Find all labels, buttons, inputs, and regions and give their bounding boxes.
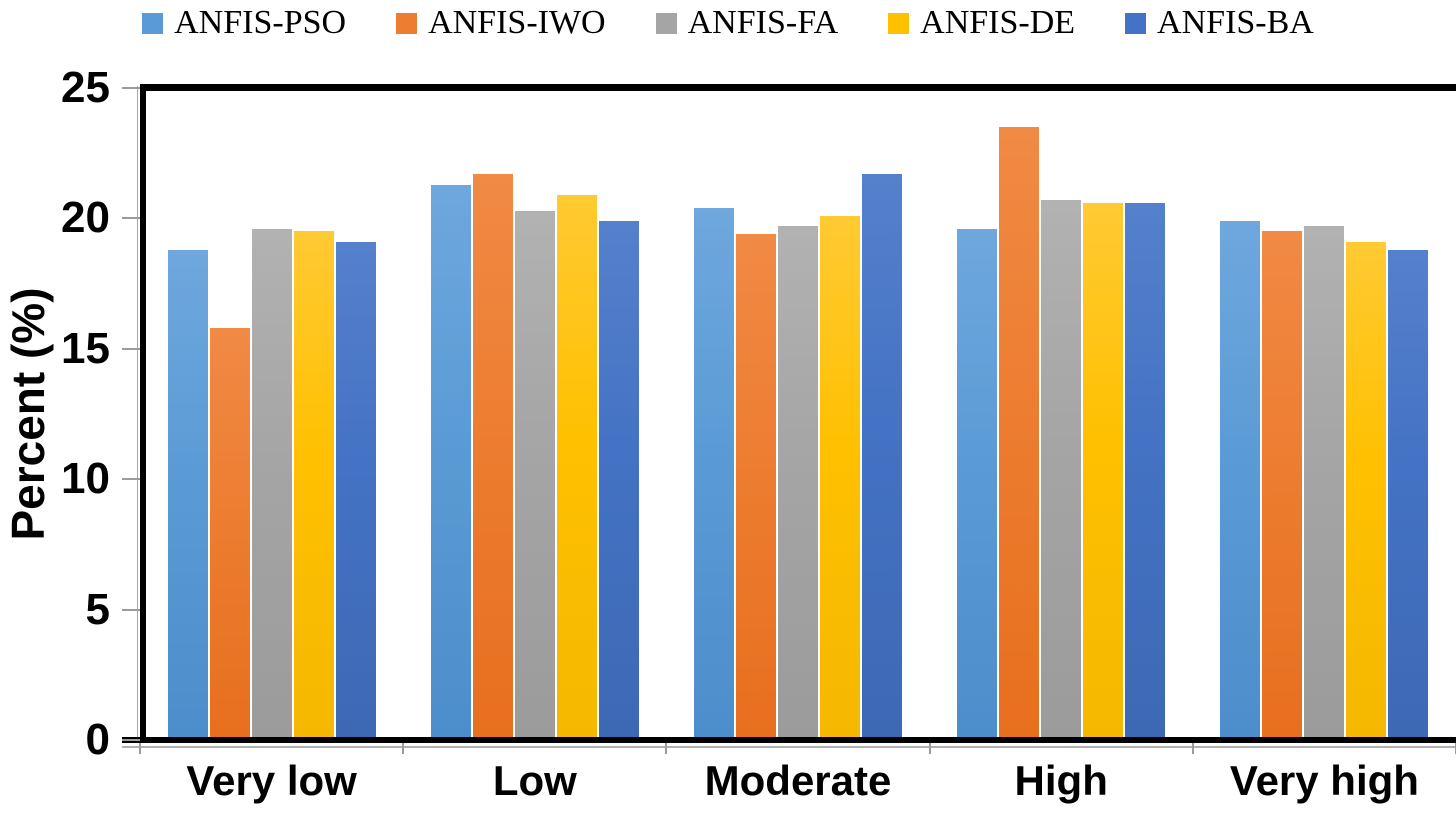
x-axis-tick (139, 743, 141, 754)
y-axis-tick-label: 10 (61, 454, 110, 504)
x-axis-tick (665, 743, 668, 754)
bar-anfis-pso-very-low (167, 249, 208, 740)
y-axis-tick (122, 478, 140, 481)
bar-anfis-fa-very-high (1304, 226, 1345, 740)
legend-label: ANFIS-FA (687, 4, 839, 41)
bar-anfis-fa-high (1041, 200, 1082, 740)
legend-item-anfis-de: ANFIS-DE (888, 6, 1075, 40)
bar-anfis-ba-very-high (1388, 249, 1429, 740)
bar-group-low (403, 88, 666, 740)
y-axis-tick (122, 739, 140, 741)
x-axis-label-moderate: Moderate (704, 757, 892, 804)
bar-anfis-iwo-very-high (1262, 231, 1303, 740)
x-axis-tick (928, 743, 931, 754)
bar-anfis-de-very-high (1346, 241, 1387, 740)
legend: ANFIS-PSO ANFIS-IWO ANFIS-FA ANFIS-DE ANFIS-… (0, 6, 1456, 40)
x-axis-tick (402, 743, 405, 754)
bar-anfis-pso-low (430, 184, 471, 740)
legend-swatch-icon (142, 12, 164, 34)
legend-label: ANFIS-PSO (174, 4, 347, 41)
x-axis-label-low: Low (492, 757, 577, 804)
bar-anfis-iwo-high (999, 127, 1040, 740)
bar-groups (140, 88, 1456, 740)
legend-item-anfis-iwo: ANFIS-IWO (396, 6, 606, 40)
x-axis-line (122, 737, 1456, 743)
legend-item-anfis-fa: ANFIS-FA (655, 4, 839, 41)
y-axis-tick-label: 0 (85, 715, 110, 764)
x-axis-shadow-line (122, 746, 1456, 748)
bar-anfis-pso-very-high (1220, 221, 1261, 740)
y-axis-tick-label: 5 (85, 584, 110, 634)
legend-label: ANFIS-IWO (428, 4, 606, 41)
bar-anfis-ba-very-low (335, 241, 376, 740)
y-axis-tick-label: 15 (61, 323, 110, 373)
bar-anfis-fa-moderate (778, 226, 818, 740)
y-axis-tick (122, 608, 140, 611)
x-axis-label-very-high: Very high (1229, 757, 1419, 804)
bar-anfis-iwo-low (472, 174, 513, 740)
legend-swatch-icon (888, 12, 910, 34)
bar-anfis-pso-moderate (694, 207, 734, 740)
bar-anfis-de-moderate (820, 215, 860, 740)
bar-anfis-pso-high (957, 228, 998, 740)
y-axis-tick (122, 217, 140, 220)
bar-anfis-ba-low (598, 221, 639, 740)
plot-top-border (140, 84, 1456, 91)
bar-anfis-fa-very-low (251, 228, 292, 740)
bar-anfis-de-high (1083, 202, 1124, 740)
x-axis-tick (1191, 743, 1194, 754)
x-axis-category-labels: Very low Low Moderate High Very high (140, 757, 1456, 804)
y-axis-tick (122, 347, 140, 350)
bar-anfis-iwo-moderate (736, 234, 776, 740)
x-axis-label-very-low: Very low (186, 757, 357, 804)
y-axis-line (140, 84, 146, 740)
bar-anfis-iwo-very-low (209, 327, 250, 740)
bar-anfis-de-low (556, 194, 597, 740)
bar-group-very-high (1193, 88, 1456, 740)
legend-item-anfis-pso: ANFIS-PSO (142, 6, 346, 40)
bar-anfis-ba-high (1125, 202, 1166, 740)
bar-group-moderate (666, 88, 929, 740)
bar-group-high (930, 88, 1193, 740)
legend-label: ANFIS-DE (920, 4, 1076, 41)
y-axis-tick-label: 25 (61, 63, 110, 112)
legend-item-anfis-ba: ANFIS-BA (1125, 6, 1314, 40)
y-axis-shadow-line (137, 86, 138, 740)
bar-anfis-ba-moderate (862, 174, 902, 740)
legend-swatch-icon (1125, 12, 1147, 34)
bar-group-very-low (140, 88, 403, 740)
bar-anfis-de-very-low (293, 231, 334, 740)
legend-label: ANFIS-BA (1157, 4, 1314, 41)
legend-swatch-icon (396, 12, 418, 34)
bar-anfis-fa-low (514, 210, 555, 740)
y-axis-tick-label: 20 (61, 193, 110, 243)
x-axis-label-high: High (1014, 757, 1108, 804)
legend-swatch-icon (655, 12, 677, 34)
plot-area: 0 5 10 15 20 25 (61, 66, 1456, 762)
y-axis-tick (122, 87, 140, 89)
y-axis-title: Percent (%) (2, 287, 54, 541)
